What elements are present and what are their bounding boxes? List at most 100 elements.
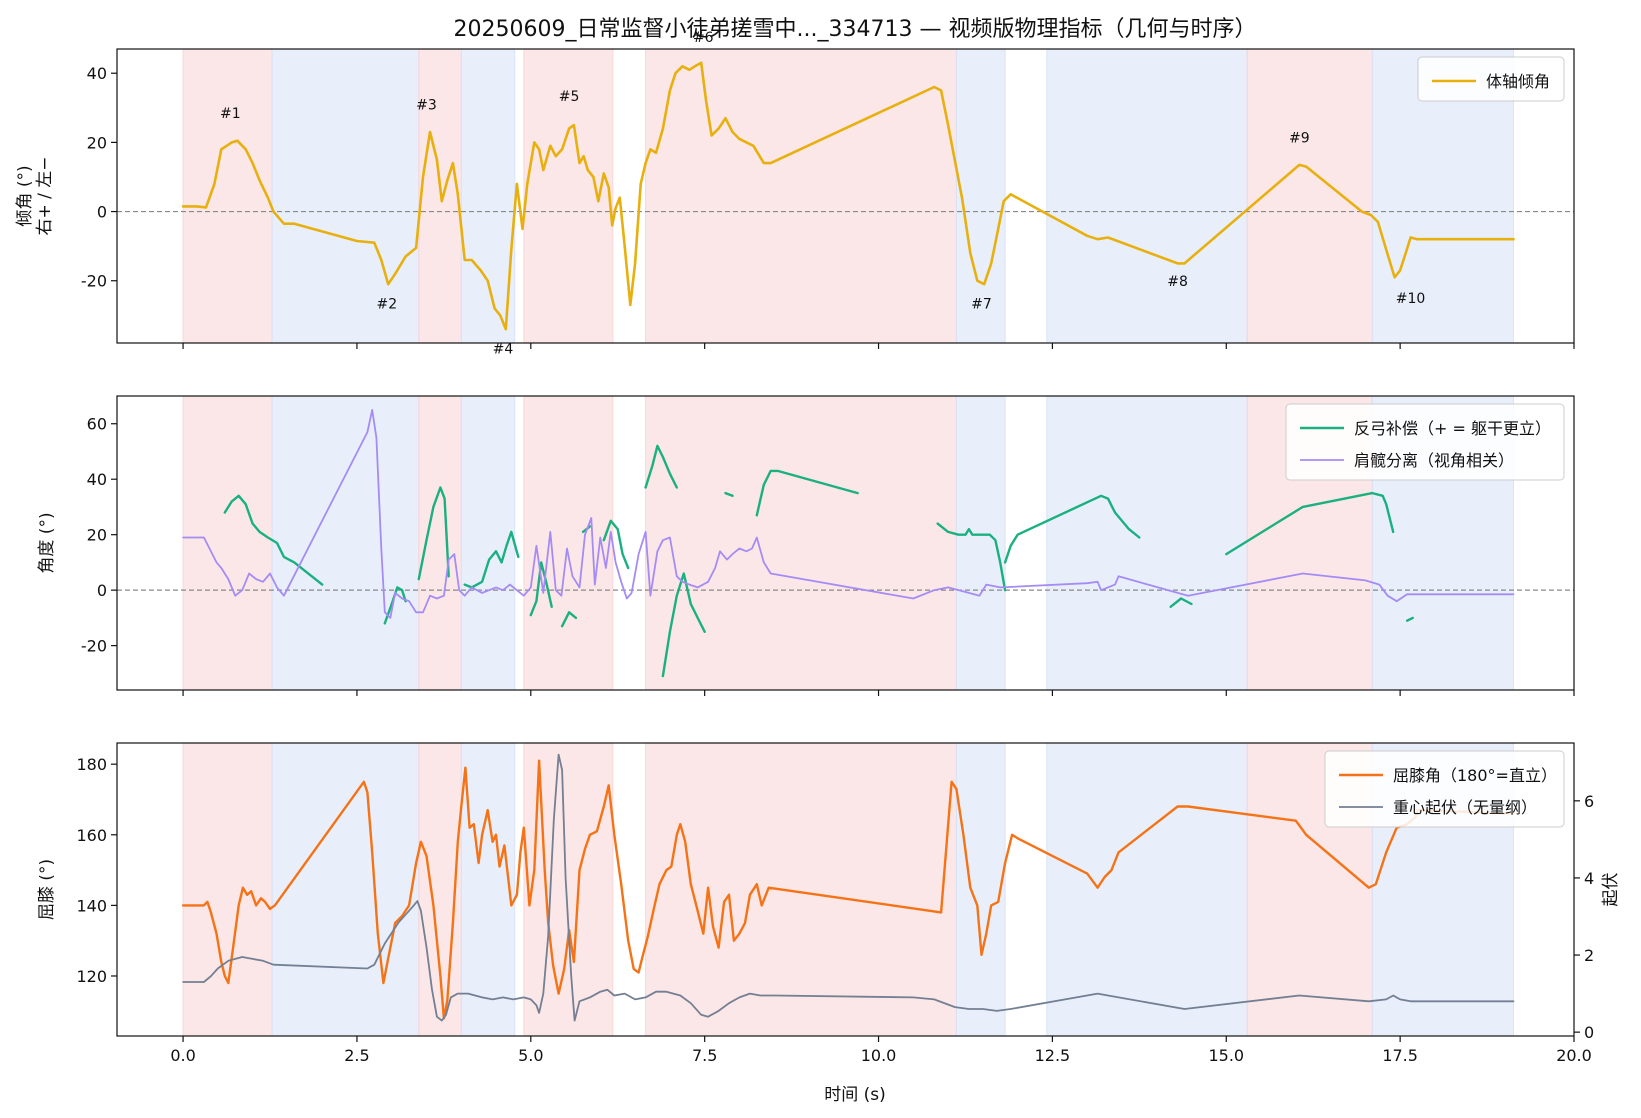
peak-annotation-9: #9 xyxy=(1289,130,1310,146)
peak-annotation-2: #2 xyxy=(377,296,398,312)
y-axis-label: 右+ / 左− xyxy=(35,156,55,235)
peak-annotation-1: #1 xyxy=(220,106,241,122)
x-tick-label: 20.0 xyxy=(1556,1046,1592,1065)
legend-entry: 肩髋分离（视角相关） xyxy=(1354,451,1514,470)
right-y-tick-label: 6 xyxy=(1584,792,1594,811)
chart-title: 20250609_日常监督小徒弟搓雪中..._334713 — 视频版物理指标（… xyxy=(454,17,1257,42)
peak-annotation-6: #6 xyxy=(693,30,714,46)
y-tick-label: 160 xyxy=(76,826,107,845)
x-tick-label: 17.5 xyxy=(1382,1046,1418,1065)
y-axis-label: 角度 (°) xyxy=(37,512,57,573)
panel-1: #1 #2 #3 #4 #5 #6 #7 #8 #9 #10 40 20 0 -20 倾角 (°) 右+ / … xyxy=(15,30,1575,357)
series-line-1-segment-5 xyxy=(529,561,553,617)
series-line-1-segment-16 xyxy=(1225,491,1395,556)
panel-2: 60 40 20 0 -20 角度 (°) 反弓补偿（+ = 躯干更立） 肩髋分离（视角相关） xyxy=(37,395,1575,696)
series-line-1-segment-11 xyxy=(724,491,734,497)
series-line-2-segment-1 xyxy=(182,408,1515,619)
y-tick-label: 140 xyxy=(76,896,107,915)
series-line-1-segment-6 xyxy=(560,611,578,628)
right-y-tick-label: 2 xyxy=(1584,946,1594,965)
x-tick-label: 0.0 xyxy=(170,1046,195,1065)
legend: 屈膝角（180°=直立） 重心起伏（无量纲） xyxy=(1324,750,1565,828)
series-line-1-segment-15 xyxy=(1169,597,1193,608)
peak-annotation-10: #10 xyxy=(1396,291,1426,307)
series-line-1-segment-13 xyxy=(936,522,1007,592)
y-tick-label: 20 xyxy=(87,133,107,152)
series-line-1-segment-10 xyxy=(644,444,678,489)
legend: 体轴倾角 xyxy=(1417,56,1565,102)
series-line-1-segment-1 xyxy=(223,494,324,586)
phase-band-8 xyxy=(1046,395,1248,691)
x-tick-label: 15.0 xyxy=(1208,1046,1244,1065)
y-axis-label: 倾角 (°) xyxy=(15,165,35,226)
series-line-1-segment-12 xyxy=(755,469,859,517)
phase-band-1 xyxy=(182,742,273,1037)
phase-band-1 xyxy=(182,48,273,344)
y-tick-label: 40 xyxy=(87,64,107,83)
series-line-2-segment-1 xyxy=(182,753,1515,1022)
series-line-1-segment-2 xyxy=(383,586,407,625)
x-tick-label: 2.5 xyxy=(344,1046,369,1065)
series-line-1-segment-8 xyxy=(602,519,630,570)
legend-entry: 屈膝角（180°=直立） xyxy=(1393,766,1557,785)
peak-annotation-5: #5 xyxy=(559,89,580,105)
phase-band-8 xyxy=(1046,48,1248,344)
phase-band-4 xyxy=(460,395,516,691)
plot-frame xyxy=(116,395,1575,691)
phase-band-7 xyxy=(955,395,1006,691)
plot-frame xyxy=(116,48,1575,344)
plot-frame xyxy=(116,742,1575,1037)
phase-band-7 xyxy=(955,742,1006,1037)
series-line-1-segment-3 xyxy=(417,486,450,581)
y-tick-label: 40 xyxy=(87,470,107,489)
phase-band-2 xyxy=(271,48,420,344)
x-tick-label: 5.0 xyxy=(518,1046,543,1065)
legend-box xyxy=(1285,403,1565,481)
phase-band-1 xyxy=(182,395,273,691)
series-line-1-segment-1 xyxy=(181,759,1515,1020)
y-tick-label: 20 xyxy=(87,526,107,545)
peak-annotation-3: #3 xyxy=(416,98,437,114)
y-tick-label: 120 xyxy=(76,967,107,986)
legend-entry: 反弓补偿（+ = 躯干更立） xyxy=(1354,419,1551,438)
y-tick-label: -20 xyxy=(81,272,107,291)
x-tick-label: 7.5 xyxy=(692,1046,717,1065)
peak-annotation-7: #7 xyxy=(971,296,992,312)
y-axis-label: 屈膝 (°) xyxy=(37,859,57,920)
peak-annotation-8: #8 xyxy=(1167,274,1188,290)
right-y-tick-label: 0 xyxy=(1584,1023,1594,1042)
phase-band-6 xyxy=(645,48,957,344)
right-y-tick-label: 4 xyxy=(1584,869,1594,888)
x-axis-label: 时间 (s) xyxy=(824,1085,886,1105)
phase-band-9 xyxy=(1246,48,1373,344)
series-line-1-segment-17 xyxy=(1405,616,1414,622)
panel-3: 0.0 2.5 5.0 7.5 10.0 12.5 15.0 17.5 20.0 180 160 14… xyxy=(37,742,1621,1065)
legend-entry: 重心起伏（无量纲） xyxy=(1393,798,1537,817)
legend: 反弓补偿（+ = 躯干更立） 肩髋分离（视角相关） xyxy=(1285,403,1565,481)
series-line-1-segment-1 xyxy=(181,61,1515,331)
phase-band-2 xyxy=(271,395,420,691)
x-tick-label: 10.0 xyxy=(861,1046,897,1065)
series-line-1-segment-4 xyxy=(463,530,520,589)
x-tick-label: 12.5 xyxy=(1035,1046,1071,1065)
phase-band-7 xyxy=(955,48,1006,344)
phase-band-8 xyxy=(1046,742,1248,1037)
phase-band-4 xyxy=(460,742,516,1037)
y-tick-label: 0 xyxy=(97,203,107,222)
legend-entry: 体轴倾角 xyxy=(1486,72,1550,91)
legend-box xyxy=(1417,56,1565,102)
phase-band-5 xyxy=(523,395,614,691)
peak-annotation-4: #4 xyxy=(493,341,514,357)
y-tick-label: 0 xyxy=(97,581,107,600)
phase-band-2 xyxy=(271,742,420,1037)
series-line-1-segment-9 xyxy=(661,572,706,678)
phase-band-6 xyxy=(645,395,957,691)
y-tick-label: 60 xyxy=(87,415,107,434)
legend-box xyxy=(1324,750,1565,828)
y-tick-label: 180 xyxy=(76,755,107,774)
series-line-1-segment-14 xyxy=(1003,494,1141,564)
right-y-axis-label: 起伏 xyxy=(1601,873,1621,907)
y-tick-label: -20 xyxy=(81,637,107,656)
